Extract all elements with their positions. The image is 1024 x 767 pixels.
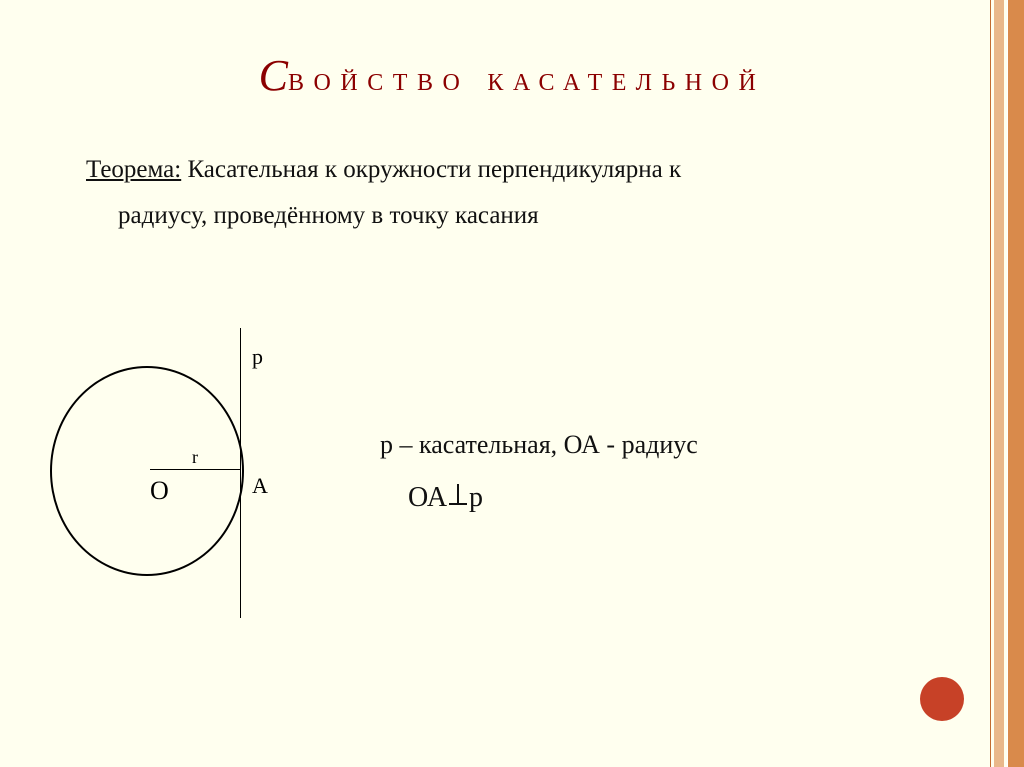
label-O: О [150, 476, 169, 506]
rail-stripe-3 [1007, 0, 1024, 767]
theorem-text: Теорема: Касательная к окружности перпен… [86, 147, 944, 240]
label-A: A [252, 473, 268, 499]
rail-stripe-2 [994, 0, 1004, 767]
label-p: p [252, 344, 263, 370]
rail-stripe-1 [990, 0, 991, 767]
label-r: r [192, 447, 198, 468]
title-rest: войство касательной [288, 61, 765, 98]
theorem-label: Теорема: [86, 156, 181, 183]
radius-segment [150, 469, 240, 470]
tangent-line [240, 328, 241, 618]
tangent-diagram: p r О A [50, 328, 280, 648]
decor-dot [920, 677, 964, 721]
title-first-letter: С [259, 51, 288, 100]
theorem-line2: радиусу, проведённому в точку касания [86, 193, 944, 239]
slide: Свойство касательной Теорема: Касательна… [0, 0, 1024, 767]
explanation-line: p – касательная, ОА - радиус [380, 430, 698, 460]
perp-left: ОА [408, 482, 447, 513]
slide-title: Свойство касательной [80, 50, 944, 101]
decor-right-rail [990, 0, 1024, 767]
perpendicular-icon [449, 487, 467, 509]
theorem-line1: Касательная к окружности перпендикулярна… [187, 156, 681, 183]
perpendicular-statement: ОА p [408, 482, 483, 514]
perp-right: p [469, 482, 483, 513]
circle-shape [50, 366, 244, 576]
